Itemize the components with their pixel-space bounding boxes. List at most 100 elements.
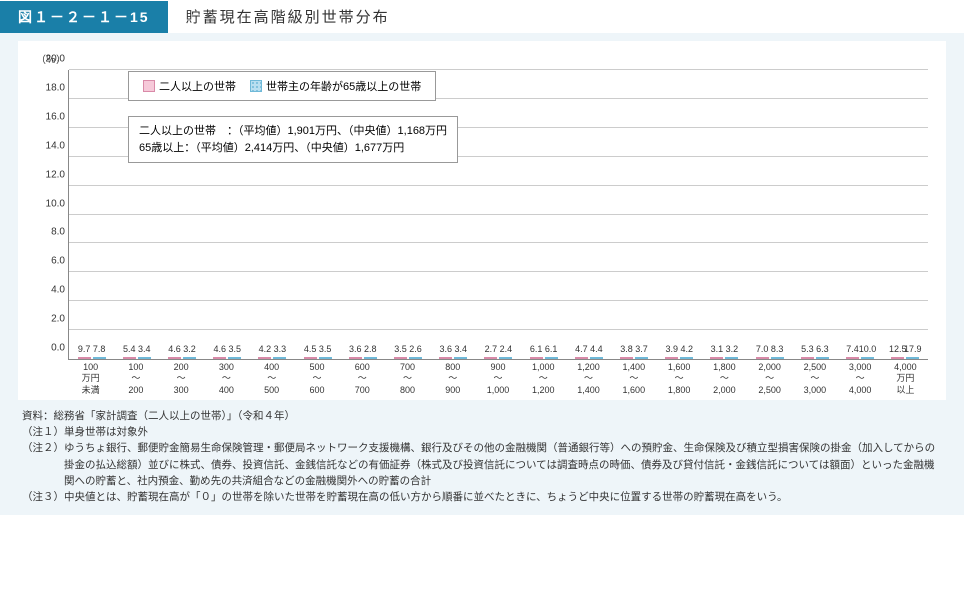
bar-series2: 3.5 — [228, 357, 241, 359]
legend-item-1: 二人以上の世帯 — [143, 78, 236, 94]
bar-value-label: 7.8 — [93, 344, 106, 354]
bar-series1: 6.1 — [530, 357, 543, 359]
x-tick-label: 1,200 ～ 1,400 — [566, 362, 611, 396]
figure-number: 図１－２－１－15 — [0, 1, 168, 33]
bar-series1: 4.2 — [258, 357, 271, 359]
bar-series1: 3.9 — [665, 357, 678, 359]
bar-series2: 6.1 — [545, 357, 558, 359]
x-tick-label: 200 ～ 300 — [159, 362, 204, 396]
bar-series2: 3.4 — [138, 357, 151, 359]
gridline — [69, 271, 928, 272]
y-tick-label: 6.0 — [33, 256, 65, 267]
x-tick-label: 100 ～ 200 — [113, 362, 158, 396]
bar-value-label: 2.8 — [364, 344, 377, 354]
y-axis-unit: （％） — [36, 51, 936, 66]
bar-series2: 10.0 — [861, 357, 874, 359]
x-tick-label: 1,800 ～ 2,000 — [702, 362, 747, 396]
bar-series1: 4.7 — [575, 357, 588, 359]
bar-group: 3.52.6 — [385, 357, 430, 359]
bar-group: 4.63.2 — [159, 357, 204, 359]
x-tick-label: 1,600 ～ 1,800 — [656, 362, 701, 396]
bar-value-label: 3.5 — [319, 344, 332, 354]
bar-series1: 3.6 — [439, 357, 452, 359]
gridline — [69, 300, 928, 301]
note-1: （注１） 単身世帯は対象外 — [22, 424, 942, 440]
bar-value-label: 4.6 — [168, 344, 181, 354]
bar-series1: 4.5 — [304, 357, 317, 359]
x-tick-label: 900 ～ 1,000 — [475, 362, 520, 396]
bar-series2: 3.3 — [273, 357, 286, 359]
bar-series1: 3.8 — [620, 357, 633, 359]
bar-series2: 3.5 — [319, 357, 332, 359]
bar-series1: 4.6 — [213, 357, 226, 359]
bar-series2: 2.6 — [409, 357, 422, 359]
bar-value-label: 3.6 — [439, 344, 452, 354]
bar-series2: 2.8 — [364, 357, 377, 359]
y-tick-label: 2.0 — [33, 314, 65, 325]
bar-value-label: 3.9 — [665, 344, 678, 354]
bar-group: 6.16.1 — [521, 357, 566, 359]
x-tick-label: 100 万円 未満 — [68, 362, 113, 396]
bar-series2: 4.4 — [590, 357, 603, 359]
bar-series2: 3.2 — [725, 357, 738, 359]
bars-container: 9.77.85.43.44.63.24.63.54.23.34.53.53.62… — [69, 70, 928, 359]
bar-value-label: 3.6 — [349, 344, 362, 354]
bar-value-label: 5.4 — [123, 344, 136, 354]
bar-series1: 7.0 — [756, 357, 769, 359]
bar-value-label: 3.5 — [394, 344, 407, 354]
bar-value-label: 3.2 — [726, 344, 739, 354]
y-tick-label: 20.0 — [33, 54, 65, 65]
bar-group: 5.36.3 — [792, 357, 837, 359]
bar-value-label: 6.1 — [530, 344, 543, 354]
bar-series1: 9.7 — [78, 357, 91, 359]
y-tick-label: 8.0 — [33, 227, 65, 238]
bar-group: 12.517.9 — [883, 357, 928, 359]
bar-value-label: 4.7 — [575, 344, 588, 354]
x-tick-label: 3,000 ～ 4,000 — [838, 362, 883, 396]
x-tick-label: 500 ～ 600 — [294, 362, 339, 396]
bar-series1: 5.4 — [123, 357, 136, 359]
bar-value-label: 3.1 — [711, 344, 724, 354]
legend-label-2: 世帯主の年齢が65歳以上の世帯 — [266, 78, 421, 94]
x-tick-label: 400 ～ 500 — [249, 362, 294, 396]
y-tick-label: 12.0 — [33, 169, 65, 180]
bar-value-label: 7.0 — [756, 344, 769, 354]
bar-group: 2.72.4 — [476, 357, 521, 359]
stats-line-1: 二人以上の世帯 ：（平均値）1,901万円、（中央値）1,168万円 — [139, 123, 447, 140]
x-tick-label: 2,000 ～ 2,500 — [747, 362, 792, 396]
bar-group: 3.83.7 — [611, 357, 656, 359]
bar-value-label: 2.6 — [409, 344, 422, 354]
note-3: （注３） 中央値とは、貯蓄現在高が「０」の世帯を除いた世帯を貯蓄現在高の低い方か… — [22, 489, 942, 505]
bar-group: 7.410.0 — [837, 357, 882, 359]
legend-item-2: 世帯主の年齢が65歳以上の世帯 — [250, 78, 421, 94]
legend-swatch-1 — [143, 80, 155, 92]
plot-area: 9.77.85.43.44.63.24.63.54.23.34.53.53.62… — [68, 70, 928, 360]
bar-series2: 7.8 — [93, 357, 106, 359]
y-tick-label: 16.0 — [33, 111, 65, 122]
bar-group: 4.23.3 — [250, 357, 295, 359]
gridline — [69, 242, 928, 243]
legend-label-1: 二人以上の世帯 — [159, 78, 236, 94]
x-tick-label: 300 ～ 400 — [204, 362, 249, 396]
bar-value-label: 4.5 — [304, 344, 317, 354]
bar-series1: 2.7 — [484, 357, 497, 359]
bar-value-label: 4.2 — [680, 344, 693, 354]
bar-group: 4.63.5 — [205, 357, 250, 359]
bar-group: 9.77.8 — [69, 357, 114, 359]
bar-group: 4.74.4 — [566, 357, 611, 359]
y-tick-label: 18.0 — [33, 82, 65, 93]
x-tick-label: 4,000 万円 以上 — [883, 362, 928, 396]
y-tick-label: 4.0 — [33, 285, 65, 296]
x-tick-label: 1,000 ～ 1,200 — [521, 362, 566, 396]
bar-series1: 3.1 — [710, 357, 723, 359]
bar-value-label: 3.4 — [138, 344, 151, 354]
bar-group: 4.53.5 — [295, 357, 340, 359]
x-tick-label: 600 ～ 700 — [340, 362, 385, 396]
bar-value-label: 10.0 — [859, 344, 877, 354]
x-tick-label: 1,400 ～ 1,600 — [611, 362, 656, 396]
bar-series2: 6.3 — [816, 357, 829, 359]
bar-series1: 5.3 — [801, 357, 814, 359]
bar-value-label: 7.4 — [846, 344, 859, 354]
bar-value-label: 8.3 — [771, 344, 784, 354]
bar-value-label: 3.8 — [620, 344, 633, 354]
